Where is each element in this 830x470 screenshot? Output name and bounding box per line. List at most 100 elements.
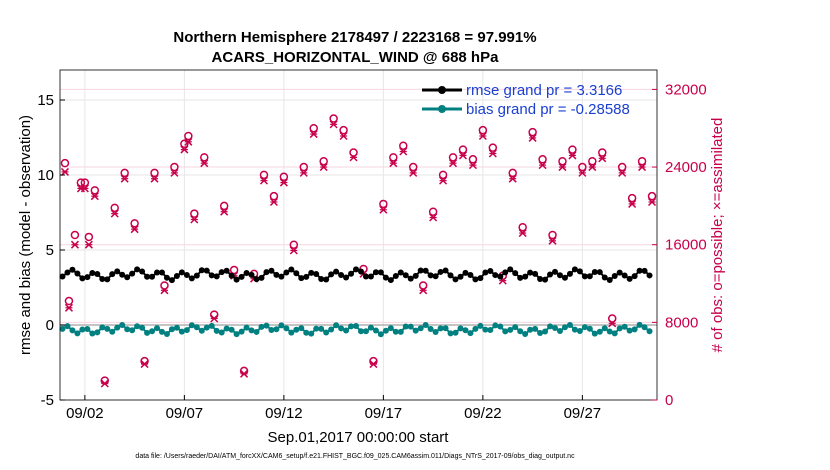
assimilated-marker [240, 369, 249, 378]
series-point-1 [333, 322, 340, 329]
possible-marker [170, 162, 179, 172]
x-tick-label-0: 09/02 [66, 405, 104, 422]
possible-marker [478, 125, 488, 135]
series-point-1 [631, 326, 638, 333]
possible-marker [448, 153, 458, 162]
series-point-1 [203, 324, 210, 331]
series-point-1 [343, 327, 350, 334]
assimilated-marker [120, 174, 129, 183]
possible-marker [418, 281, 428, 290]
series-point-0 [129, 270, 136, 277]
x-tick-label-4: 09/22 [464, 405, 502, 422]
series-point-1 [109, 328, 116, 335]
possible-marker [588, 156, 597, 166]
series-point-1 [74, 330, 81, 337]
series-point-0 [139, 268, 146, 275]
series-point-0 [507, 266, 514, 273]
series-point-1 [163, 330, 170, 337]
series-point-1 [542, 328, 549, 335]
assimilated-marker [140, 360, 149, 369]
series-point-0 [596, 269, 603, 276]
possible-marker [229, 265, 239, 275]
assimilated-marker [638, 163, 647, 172]
assimilated-marker [488, 149, 497, 158]
series-point-0 [248, 271, 255, 278]
possible-marker [488, 143, 498, 152]
series-point-0 [208, 272, 215, 279]
series-point-1 [183, 327, 190, 334]
possible-marker [120, 168, 129, 178]
series-point-0 [198, 267, 205, 274]
assimilated-marker [588, 163, 597, 172]
series-point-1 [357, 328, 364, 335]
series-point-0 [84, 274, 91, 281]
series-point-1 [228, 326, 235, 333]
possible-marker [578, 162, 587, 172]
series-point-0 [621, 272, 628, 279]
assimilated-marker [339, 131, 348, 141]
assimilated-marker [100, 379, 109, 388]
series-point-1 [452, 329, 459, 336]
assimilated-marker [458, 151, 468, 160]
series-point-1 [387, 325, 394, 332]
possible-marker [379, 199, 388, 209]
series-point-0 [611, 273, 618, 280]
series-point-0 [238, 273, 245, 280]
possible-marker [279, 172, 289, 182]
series-point-1 [124, 326, 131, 333]
assimilated-marker [409, 168, 418, 177]
series-point-1 [168, 326, 175, 333]
series-point-0 [343, 274, 350, 281]
x-axis-ticks: 09/02 09/07 09/12 09/17 09/22 09/27 [66, 395, 601, 422]
series-point-0 [64, 269, 71, 276]
assimilated-marker [190, 215, 199, 224]
series-point-0 [119, 271, 126, 278]
right-tick-label-4: 32000 [665, 81, 707, 98]
series-point-0 [308, 269, 315, 276]
series-point-0 [278, 273, 285, 280]
assimilated-marker [439, 176, 448, 185]
assimilated-marker [618, 168, 627, 177]
left-tick-label-0: -5 [41, 392, 54, 409]
x-axis-label: Sep.01,2017 00:00:00 start [268, 429, 450, 446]
left-tick-label-2: 5 [46, 242, 54, 259]
series-point-0 [457, 273, 464, 280]
series-point-0 [387, 277, 394, 284]
series-point-0 [427, 272, 434, 279]
assimilated-marker [429, 213, 438, 222]
series-point-0 [377, 269, 384, 276]
right-axis-ticks: 0 8000 16000 24000 32000 [652, 81, 707, 409]
possible-marker [130, 219, 139, 228]
series-point-1 [348, 323, 355, 330]
series-point-1 [198, 327, 205, 334]
series-point-0 [188, 275, 195, 282]
observation-count-series [60, 114, 657, 388]
series-point-0 [338, 272, 345, 279]
series-point-0 [104, 276, 111, 283]
series-point-0 [372, 269, 379, 276]
series-point-1 [566, 321, 573, 328]
series-point-1 [84, 325, 91, 332]
x-tick-label-3: 09/17 [365, 405, 403, 422]
series-point-0 [537, 275, 544, 282]
series-point-1 [462, 327, 469, 334]
series-point-0 [323, 276, 330, 283]
series-point-1 [477, 322, 484, 329]
series-point-0 [502, 269, 509, 276]
legend-rmse-marker [438, 86, 446, 94]
series-point-1 [487, 327, 494, 334]
series-point-0 [173, 272, 180, 279]
series-point-0 [392, 273, 399, 280]
series-point-1 [636, 321, 643, 328]
series-point-1 [243, 324, 250, 331]
possible-marker [458, 145, 468, 154]
assimilated-marker [259, 176, 269, 185]
assimilated-marker [80, 184, 89, 193]
possible-marker [329, 114, 338, 123]
series-point-1 [512, 324, 519, 331]
series-point-1 [402, 323, 409, 330]
series-point-0 [561, 274, 568, 281]
left-tick-label-1: 0 [46, 317, 54, 334]
series-point-1 [442, 325, 449, 332]
series-point-0 [566, 270, 573, 277]
